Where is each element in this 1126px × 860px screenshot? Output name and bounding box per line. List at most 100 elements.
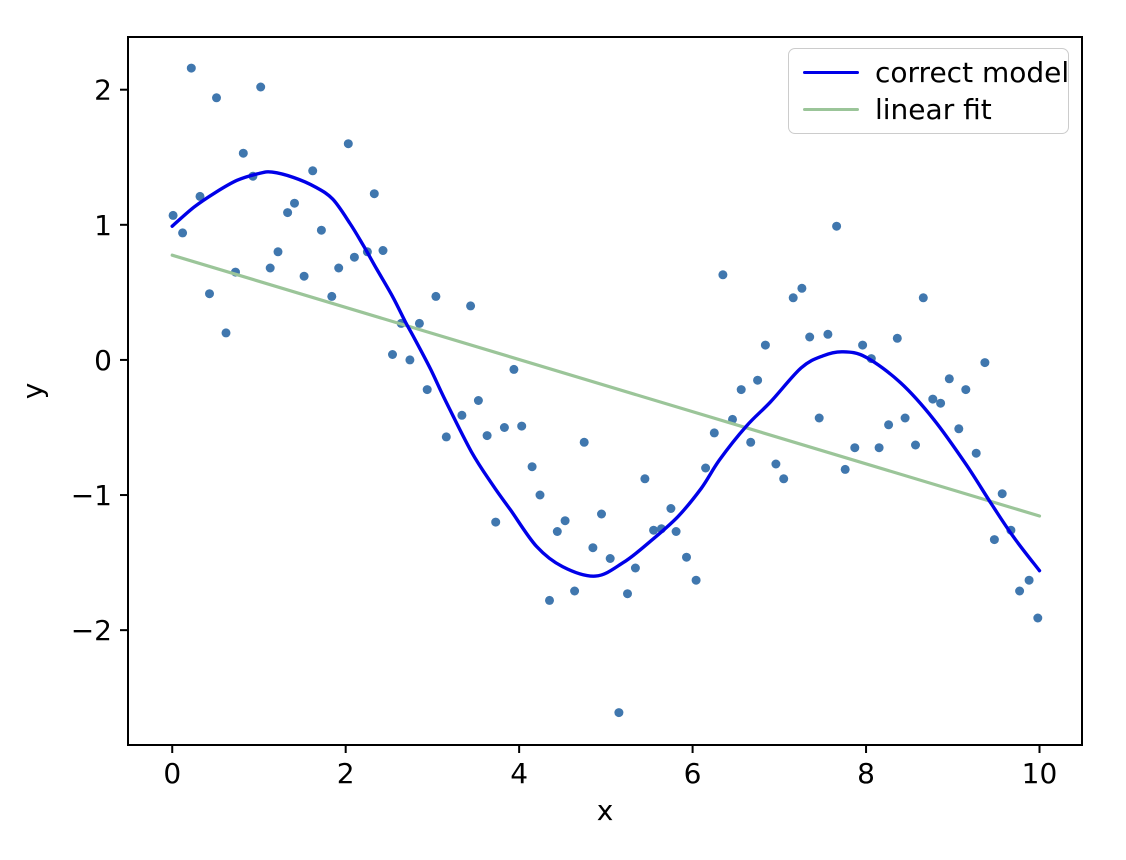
data-point [552,527,562,536]
data-point [605,554,615,563]
legend-label-linear-fit: linear fit [875,92,992,126]
data-point [666,504,676,513]
data-point [431,291,441,301]
data-point [186,63,196,73]
x-tick-label: 2 [337,757,355,790]
y-tick-label: 1 [94,209,112,242]
data-point [588,543,598,553]
data-point [273,247,283,257]
data-point [212,93,221,103]
data-point [441,432,451,442]
data-point [414,318,424,328]
data-point [753,375,763,385]
data-point [388,350,397,359]
data-point [671,527,681,536]
data-point [378,246,388,255]
x-tick-label: 6 [684,757,702,790]
data-point [178,228,188,238]
data-point [682,552,691,562]
y-tick-label: 2 [94,74,112,107]
y-tick-label: 0 [94,344,112,377]
data-point [349,252,359,262]
data-point [736,385,746,395]
data-point [718,270,728,280]
data-point [944,374,954,384]
data-point [290,198,299,208]
data-point [168,210,178,220]
y-axis-label: y [16,383,49,400]
x-tick-label: 0 [163,757,181,790]
data-point [256,82,266,92]
scatter-series [168,63,1043,718]
data-point [884,420,894,430]
data-point [954,424,964,434]
data-point [265,263,275,273]
data-point [936,398,946,408]
data-point [579,437,589,447]
data-point [597,509,606,519]
data-point [1033,613,1043,623]
data-point [491,517,501,527]
data-point [971,448,981,458]
x-axis-label: x [597,794,614,827]
linear-fit-line [170,253,1042,518]
data-point [649,525,659,535]
data-point [997,489,1007,499]
data-point [746,437,756,447]
data-point [527,462,537,472]
data-point [858,340,868,350]
y-tick-label: −2 [71,614,112,647]
data-point [771,459,781,469]
data-point [805,332,815,342]
legend: correct model linear fit [788,48,1069,134]
data-point [308,166,318,176]
data-point [466,301,476,311]
data-point [1024,575,1034,585]
data-point [221,328,231,338]
data-point [630,563,640,573]
data-point [874,443,884,453]
data-point [570,586,580,596]
data-point [457,410,467,420]
data-point [195,191,205,201]
data-point [928,394,938,404]
data-point [701,463,711,473]
data-point [473,396,483,405]
series-layer [168,63,1043,718]
data-point [823,329,833,339]
data-point [779,474,789,484]
data-point [691,575,701,585]
data-point [989,535,999,545]
legend-entry-correct-model: correct model [789,54,1069,91]
y-tick-label: −1 [71,479,112,512]
data-point [840,464,850,474]
data-point [283,208,293,218]
data-point [1015,586,1025,596]
data-point [316,225,326,235]
data-point [980,358,990,368]
data-point [961,385,971,395]
data-point [535,490,545,500]
data-point [797,283,807,293]
data-point [640,474,650,484]
data-point [499,423,509,432]
data-point [334,263,344,273]
data-point [545,595,554,605]
data-point [369,189,379,199]
x-tick-label: 4 [510,757,528,790]
data-point [327,291,337,301]
data-point [850,443,860,453]
data-point [788,293,798,303]
data-point [482,431,492,441]
data-point [900,413,910,423]
data-point [299,271,309,281]
data-point [892,333,902,343]
plot-frame [127,36,1083,746]
linear-fit-line-swatch [803,107,859,112]
data-point [814,413,824,423]
data-point [911,440,920,450]
data-point [832,221,842,231]
axes-layer: 0 2 4 6 8 10 −2 −1 0 1 2 [71,36,1083,790]
